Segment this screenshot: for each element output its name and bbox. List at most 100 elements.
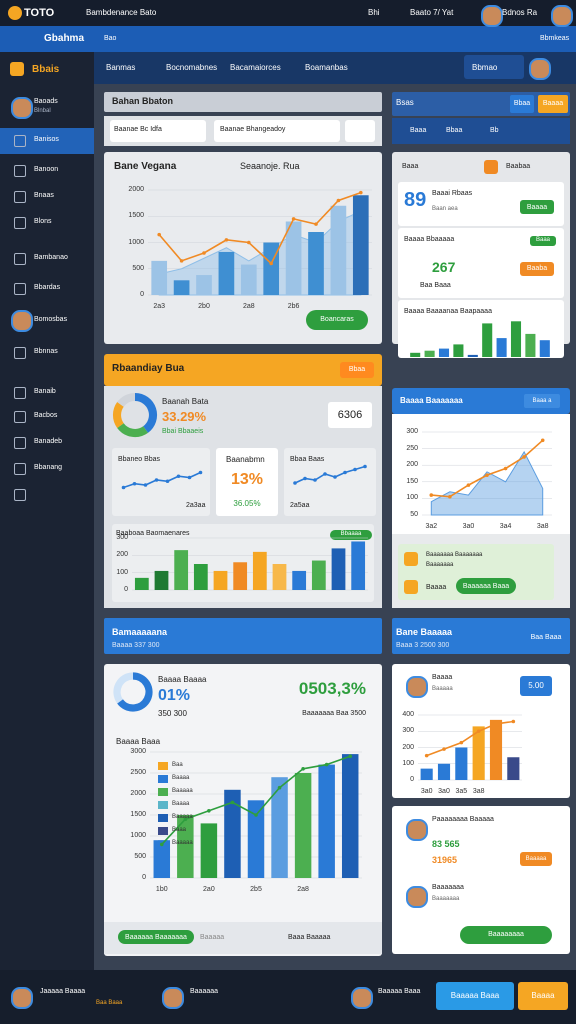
y-tick-label: 1500 — [130, 811, 146, 818]
label[interactable]: Baa Baaa — [530, 634, 562, 641]
label[interactable]: Bbaa — [446, 127, 463, 134]
donut-slice — [113, 672, 134, 704]
nav-item[interactable]: Bambanao — [34, 254, 68, 261]
bar — [247, 800, 265, 878]
label[interactable]: Baaaa — [542, 100, 564, 107]
label: Baaaa — [432, 674, 453, 681]
nav-item[interactable]: Blons — [34, 218, 52, 225]
bar — [154, 570, 169, 590]
nav-item[interactable]: Banoon — [34, 166, 59, 173]
y-tick-label: 1000 — [130, 832, 146, 839]
nav-item[interactable]: Banisos — [34, 136, 59, 143]
label[interactable]: Bao — [104, 35, 117, 42]
y-tick-label: 1000 — [128, 238, 144, 246]
label[interactable]: Baanae Bc Idfa — [114, 126, 162, 133]
button[interactable] — [436, 982, 514, 1010]
label: Baaaa Baaaaaaa — [400, 396, 463, 405]
label[interactable]: Baaaaaaaa — [488, 931, 524, 938]
bar — [240, 264, 257, 295]
y-tick-label: 100 — [406, 494, 418, 502]
button[interactable] — [520, 200, 554, 214]
bar — [482, 323, 493, 357]
bar — [173, 280, 190, 295]
nav-icon — [14, 283, 26, 295]
label: Baa Baaa — [96, 1000, 123, 1006]
label: 2a5aa — [290, 502, 310, 509]
nav-item[interactable]: Banaib — [34, 388, 56, 395]
nav-item[interactable]: Bbnnas — [34, 348, 58, 355]
label[interactable]: Bacamaiorces — [230, 63, 281, 72]
avatar — [481, 5, 503, 27]
point — [183, 817, 188, 821]
nav-item[interactable]: Bbardas — [34, 284, 61, 291]
nav-item[interactable]: Bomosbas — [34, 316, 68, 323]
point — [303, 476, 307, 481]
bar — [453, 344, 464, 357]
label[interactable]: Boamanbas — [305, 63, 348, 72]
nav-item[interactable]: Bnaas — [34, 192, 54, 199]
label[interactable]: Baaba — [526, 265, 548, 272]
label[interactable]: Banmas — [106, 63, 136, 72]
label: 31965 — [432, 855, 458, 865]
label: Bbaaaa — [340, 531, 362, 537]
legend-label: Baaaaa — [172, 814, 193, 820]
label[interactable]: Bb — [490, 127, 499, 134]
label[interactable]: Baaaa — [526, 204, 548, 211]
button[interactable] — [518, 982, 568, 1010]
point — [424, 753, 429, 758]
label[interactable]: Boancaras — [320, 316, 354, 323]
badge[interactable] — [330, 530, 372, 540]
nav-icon — [14, 463, 26, 475]
button[interactable] — [520, 262, 554, 276]
y-tick-label: 2000 — [130, 790, 146, 797]
label[interactable]: Bbaa — [513, 100, 531, 107]
bar — [318, 764, 335, 878]
legend-swatch — [158, 775, 168, 783]
bar — [153, 840, 171, 878]
legend-label: Baaa — [172, 827, 187, 833]
label[interactable]: Baaaaa — [525, 856, 547, 862]
button[interactable] — [520, 852, 552, 866]
point — [511, 719, 516, 724]
label: Baaaa — [426, 584, 447, 591]
nav-item[interactable]: Bbanang — [34, 464, 63, 471]
legend-label: Baaaaa — [172, 840, 193, 846]
button[interactable] — [306, 310, 368, 330]
badge[interactable] — [530, 236, 556, 246]
y-tick-label: 2500 — [130, 769, 146, 776]
label[interactable]: Baaa a — [532, 398, 552, 404]
bar — [271, 777, 288, 878]
label[interactable]: Baaaaa Baaa — [450, 991, 500, 1000]
label[interactable]: Baanae Bhangeadoy — [220, 126, 286, 133]
bar — [331, 548, 346, 590]
button[interactable] — [456, 578, 516, 594]
nav-item[interactable]: Bacbos — [34, 412, 58, 419]
icon-btn[interactable] — [484, 160, 498, 174]
label[interactable]: Baaaaaa Baaa — [462, 583, 510, 590]
bar — [424, 350, 435, 357]
label[interactable]: Baaaaaa Baaaaaaa — [125, 934, 187, 941]
avatar — [162, 987, 184, 1009]
button[interactable] — [460, 926, 552, 944]
label: Baaaaaaa — [432, 884, 464, 891]
point — [176, 474, 181, 479]
point — [198, 470, 203, 475]
y-tick-label: 3000 — [130, 748, 146, 755]
tab-action[interactable] — [464, 55, 524, 79]
label[interactable]: Baaaa — [531, 991, 555, 1000]
label[interactable]: Bbmao — [472, 63, 498, 72]
y-tick-label: 0 — [124, 586, 128, 593]
avatar — [406, 886, 428, 908]
label: Baato 7/ Yat — [410, 8, 454, 17]
label: 83 565 — [432, 839, 460, 849]
label[interactable]: Baaaaa — [200, 934, 225, 941]
label: Rbaandiay Bua — [112, 363, 185, 374]
label[interactable]: Baaa — [410, 127, 427, 134]
bar — [151, 260, 168, 295]
label: Baabaa — [506, 163, 531, 170]
point — [159, 842, 164, 847]
label[interactable]: Bocnomabnes — [166, 63, 218, 72]
button[interactable] — [118, 930, 194, 944]
nav-item[interactable]: Banadeb — [34, 438, 63, 445]
brand-icon — [10, 62, 24, 76]
